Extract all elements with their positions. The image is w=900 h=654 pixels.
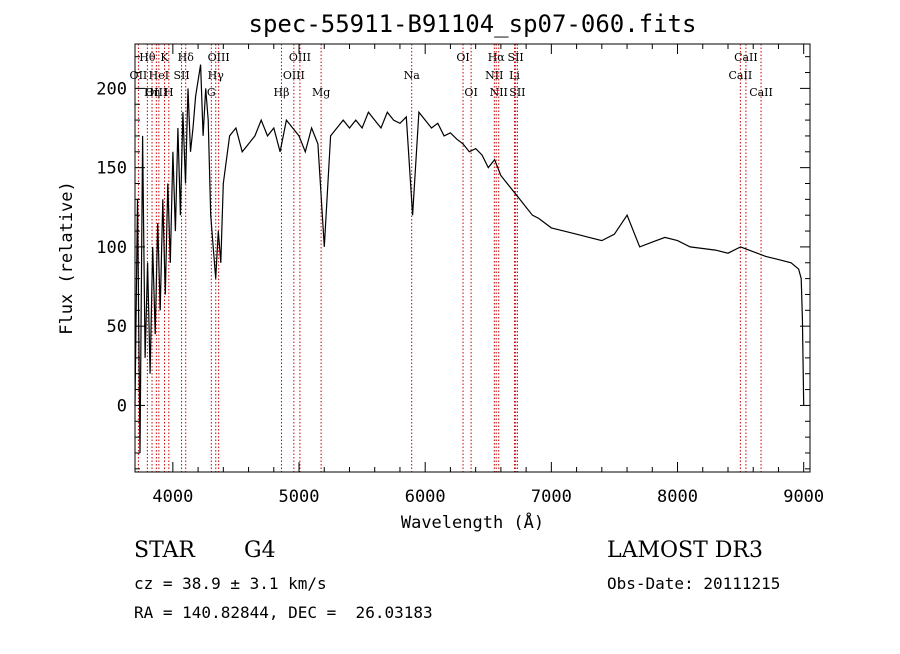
y-tick-label: 100: [96, 238, 127, 258]
spectral-line-label: Hγ: [208, 69, 225, 82]
spectral-line-label: OIII: [208, 51, 230, 64]
y-tick-label: 200: [96, 79, 127, 99]
spectral-line-label: HeI: [149, 69, 169, 82]
spectral-line-label: Li: [509, 69, 520, 82]
x-tick-label: 5000: [279, 487, 320, 507]
redshift-velocity: cz = 38.9 ± 3.1 km/s: [134, 574, 327, 593]
sky-coordinates: RA = 140.82844, DEC = 26.03183: [134, 603, 433, 622]
spectral-line-label: CaII: [734, 51, 758, 64]
spectral-line-label: Hδ: [178, 51, 195, 64]
x-axis-label: Wavelength (Å): [401, 511, 544, 533]
object-class: STAR: [134, 538, 195, 563]
y-tick-label: 50: [107, 317, 127, 337]
spectral-line-label: Mg: [312, 86, 330, 99]
spectral-line-label: K: [160, 51, 169, 64]
spectral-line-label: NII: [485, 69, 503, 82]
y-tick-label: 0: [117, 396, 127, 416]
spectral-line-label: Hβ: [274, 86, 290, 99]
spectral-line-label: SII: [509, 86, 525, 99]
observation-date: Obs-Date: 20111215: [607, 574, 781, 593]
spectral-line-label: G: [207, 86, 216, 99]
x-tick-label: 6000: [405, 487, 446, 507]
spectral-line-label: OI: [456, 51, 469, 64]
spectral-line-label: OII: [130, 69, 148, 82]
spectral-line-label: SII: [508, 51, 524, 64]
y-tick-label: 150: [96, 159, 127, 179]
spectral-line-label: Hθ: [139, 51, 156, 64]
spectral-line-label: OIII: [145, 86, 167, 99]
x-tick-label: 9000: [783, 487, 824, 507]
chart-title: spec-55911-B91104_sp07-060.fits: [249, 10, 697, 38]
spectral-line-label: OIII: [283, 69, 305, 82]
spectral-line-label: OI: [464, 86, 477, 99]
spectral-line-label: CaII: [729, 69, 753, 82]
object-subclass: G4: [244, 538, 276, 563]
spectral-line-label: Na: [404, 69, 421, 82]
x-tick-label: 7000: [531, 487, 572, 507]
survey-name: LAMOST DR3: [607, 538, 763, 563]
x-tick-label: 8000: [657, 487, 698, 507]
spectral-line-label: H: [164, 86, 174, 99]
y-axis-label: Flux (relative): [57, 181, 77, 335]
x-tick-label: 4000: [152, 487, 193, 507]
spectrum-series-line: [134, 64, 805, 454]
spectral-line-label: NII: [490, 86, 508, 99]
spectral-line-label: CaII: [749, 86, 773, 99]
spectral-line-label: OIII: [289, 51, 311, 64]
spectral-line-label: SII: [173, 69, 189, 82]
plot-frame: [134, 43, 811, 473]
spectral-line-label: Hα: [488, 51, 506, 64]
spectral-line-label: Hη: [144, 86, 160, 99]
